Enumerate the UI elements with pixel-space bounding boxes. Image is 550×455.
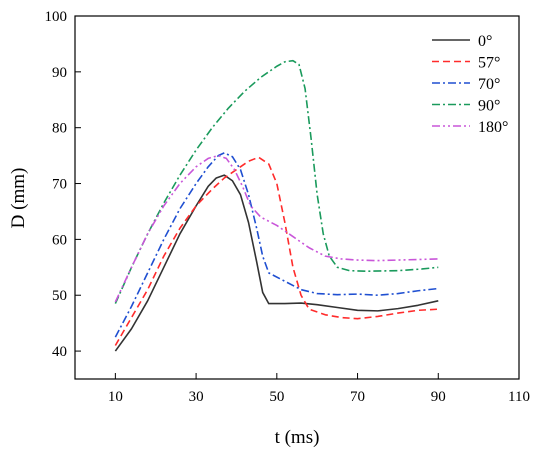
legend-label-1: 57° bbox=[478, 55, 500, 72]
series-line-2 bbox=[114, 152, 439, 338]
x-tick-label: 110 bbox=[508, 389, 530, 405]
x-tick-label: 50 bbox=[269, 389, 284, 405]
x-tick-label: 30 bbox=[189, 389, 204, 405]
legend-label-0: 0° bbox=[478, 33, 492, 50]
y-tick-label: 60 bbox=[52, 232, 67, 248]
x-axis-title: t (ms) bbox=[275, 427, 320, 448]
y-tick-label: 50 bbox=[52, 288, 67, 304]
series-line-3 bbox=[114, 59, 439, 304]
y-axis-title: D (mm) bbox=[8, 168, 29, 229]
y-tick-label: 100 bbox=[45, 9, 68, 25]
x-tick-label: 90 bbox=[431, 389, 446, 405]
plot-frame bbox=[74, 15, 520, 380]
axis-tick-labels: 10 30 50 70 90 110 40 50 60 70 80 90 100 bbox=[45, 9, 530, 405]
series-line-0 bbox=[114, 174, 439, 352]
legend-label-3: 90° bbox=[478, 98, 500, 115]
legend-label-4: 180° bbox=[478, 119, 508, 136]
legend: 0° 57° 70° 90° 180° bbox=[432, 33, 508, 136]
x-tick-label: 70 bbox=[350, 389, 365, 405]
y-tick-label: 90 bbox=[52, 65, 67, 81]
series-lines bbox=[114, 59, 439, 352]
series-line-4 bbox=[114, 154, 439, 303]
series-line-1 bbox=[114, 156, 439, 346]
x-tick-label: 10 bbox=[108, 389, 123, 405]
legend-label-2: 70° bbox=[478, 76, 500, 93]
y-tick-label: 80 bbox=[52, 121, 67, 137]
y-tick-label: 40 bbox=[52, 344, 67, 360]
axis-ticks bbox=[75, 15, 520, 379]
y-tick-label: 70 bbox=[52, 177, 67, 193]
